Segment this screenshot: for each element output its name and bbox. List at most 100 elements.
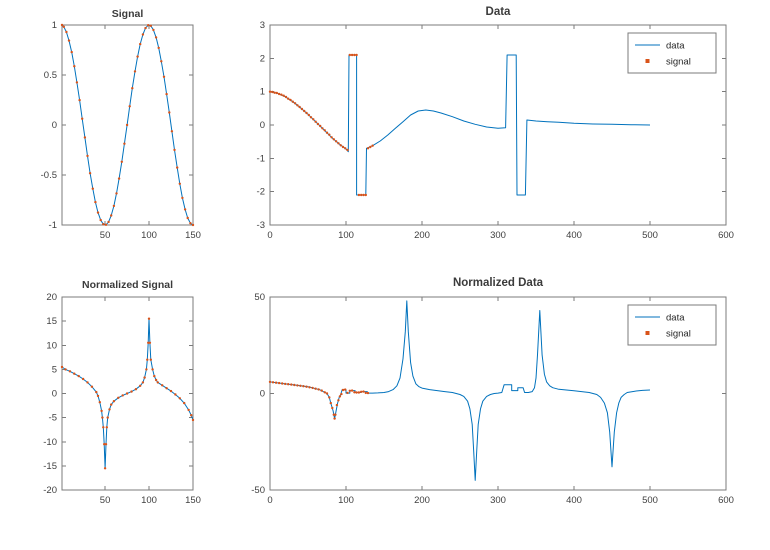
legend-box (627, 32, 717, 74)
signal-marker-dot (360, 193, 363, 197)
signal-marker-dot (67, 39, 71, 42)
signal-marker-dot (314, 387, 317, 390)
signal-marker-dot (348, 53, 351, 57)
signal-marker-dot (293, 383, 296, 387)
signal-marker-dot (104, 223, 108, 226)
signal-marker-dot (302, 385, 305, 388)
signal-marker-dot (86, 154, 89, 158)
signal-marker-dot (88, 172, 92, 175)
signal-marker-dot (123, 142, 126, 145)
signal-marker-dot (364, 193, 367, 197)
subplot-title-signal: Signal (111, 8, 144, 20)
x-tick-label: 100 (141, 495, 157, 506)
x-tick-label: 500 (642, 495, 658, 506)
signal-marker-dot (153, 374, 156, 378)
signal-marker-dot (274, 381, 278, 384)
signal-marker-dot (320, 389, 323, 392)
signal-marker-dot (169, 389, 173, 393)
series-signal-markers (268, 380, 370, 420)
signal-marker-dot (156, 381, 159, 384)
x-tick-label: 150 (185, 495, 201, 506)
series-signal-markers (60, 23, 195, 227)
subplot-signal: 50 100 150 -1 -0.5 0 0.5 1 (41, 20, 201, 241)
signal-marker-dot (130, 390, 133, 393)
signal-marker-dot (366, 391, 370, 395)
signal-marker-dot (325, 131, 329, 134)
x-tick-label: 200 (414, 495, 430, 506)
signal-marker-dot (154, 36, 158, 39)
signal-marker-dot (339, 144, 342, 147)
signal-marker-dot (348, 389, 351, 392)
signal-marker-dot (102, 223, 105, 226)
signal-marker-dot (90, 385, 94, 388)
signal-marker-dot (337, 399, 340, 402)
signal-marker-dot (96, 394, 100, 398)
y-tick-label: 5 (52, 364, 57, 375)
signal-marker-dot (284, 95, 288, 99)
signal-marker-dot (268, 380, 272, 384)
signal-marker-dot (323, 129, 326, 132)
signal-marker-dot (60, 365, 64, 369)
x-tick-label: 0 (267, 230, 272, 241)
signal-marker-dot (333, 417, 336, 420)
y-tick-label: -0.5 (41, 170, 57, 181)
signal-marker-dot (96, 211, 100, 214)
signal-marker-dot (275, 91, 278, 95)
signal-marker-dot (165, 92, 168, 96)
signal-marker-dot (273, 91, 276, 94)
signal-marker-dot (107, 220, 110, 224)
x-tick-label: 100 (141, 230, 157, 241)
signal-marker-dot (340, 392, 343, 396)
signal-marker-dot (360, 390, 363, 393)
signal-marker-dot (103, 443, 106, 446)
x-tick-label: 50 (100, 495, 111, 506)
signal-marker-dot (139, 42, 142, 46)
signal-marker-dot (314, 120, 317, 123)
signal-marker-dot (115, 192, 118, 195)
y-tick-label: 3 (260, 20, 265, 31)
signal-marker-dot (68, 370, 72, 373)
signal-marker-dot (152, 28, 155, 32)
x-tick-label: 500 (642, 230, 658, 241)
y-tick-label: 50 (254, 292, 265, 303)
signal-marker-dot (181, 196, 184, 200)
signal-marker-dot (176, 166, 179, 169)
signal-marker-dot (332, 138, 335, 141)
legend-sample-marker (645, 331, 650, 335)
signal-marker-dot (162, 75, 166, 79)
signal-marker-dot (62, 25, 65, 28)
signal-marker-dot (65, 30, 68, 34)
y-tick-label: -2 (257, 187, 265, 198)
y-tick-label: 20 (46, 292, 57, 303)
signal-marker-dot (293, 102, 297, 105)
signal-marker-dot (154, 378, 158, 382)
legend: data signal (627, 32, 717, 74)
signal-marker-dot (305, 385, 308, 388)
signal-marker-dot (331, 406, 334, 410)
signal-marker-dot (103, 467, 107, 470)
signal-marker-dot (99, 218, 102, 222)
signal-marker-dot (121, 394, 124, 397)
signal-marker-dot (328, 396, 331, 399)
signal-marker-dot (344, 147, 347, 150)
signal-marker-dot (350, 389, 354, 392)
subplot-title-normalized-data: Normalized Data (452, 277, 544, 289)
signal-marker-dot (350, 53, 354, 57)
signal-marker-dot (75, 81, 79, 84)
signal-marker-dot (338, 395, 342, 398)
signal-marker-dot (308, 386, 311, 389)
signal-marker-dot (117, 177, 121, 180)
y-tick-label: 1 (52, 20, 57, 31)
signal-marker-dot (268, 90, 272, 93)
signal-marker-dot (353, 53, 356, 57)
signal-marker-dot (149, 24, 152, 27)
signal-marker-dot (78, 98, 81, 102)
y-tick-label: 0.5 (44, 70, 57, 81)
series-signal-markers (60, 317, 195, 470)
y-tick-label: 1 (260, 87, 265, 98)
signal-marker-dot (280, 93, 283, 96)
signal-marker-dot (70, 50, 73, 54)
x-tick-label: 300 (490, 230, 506, 241)
signal-marker-dot (128, 105, 131, 108)
